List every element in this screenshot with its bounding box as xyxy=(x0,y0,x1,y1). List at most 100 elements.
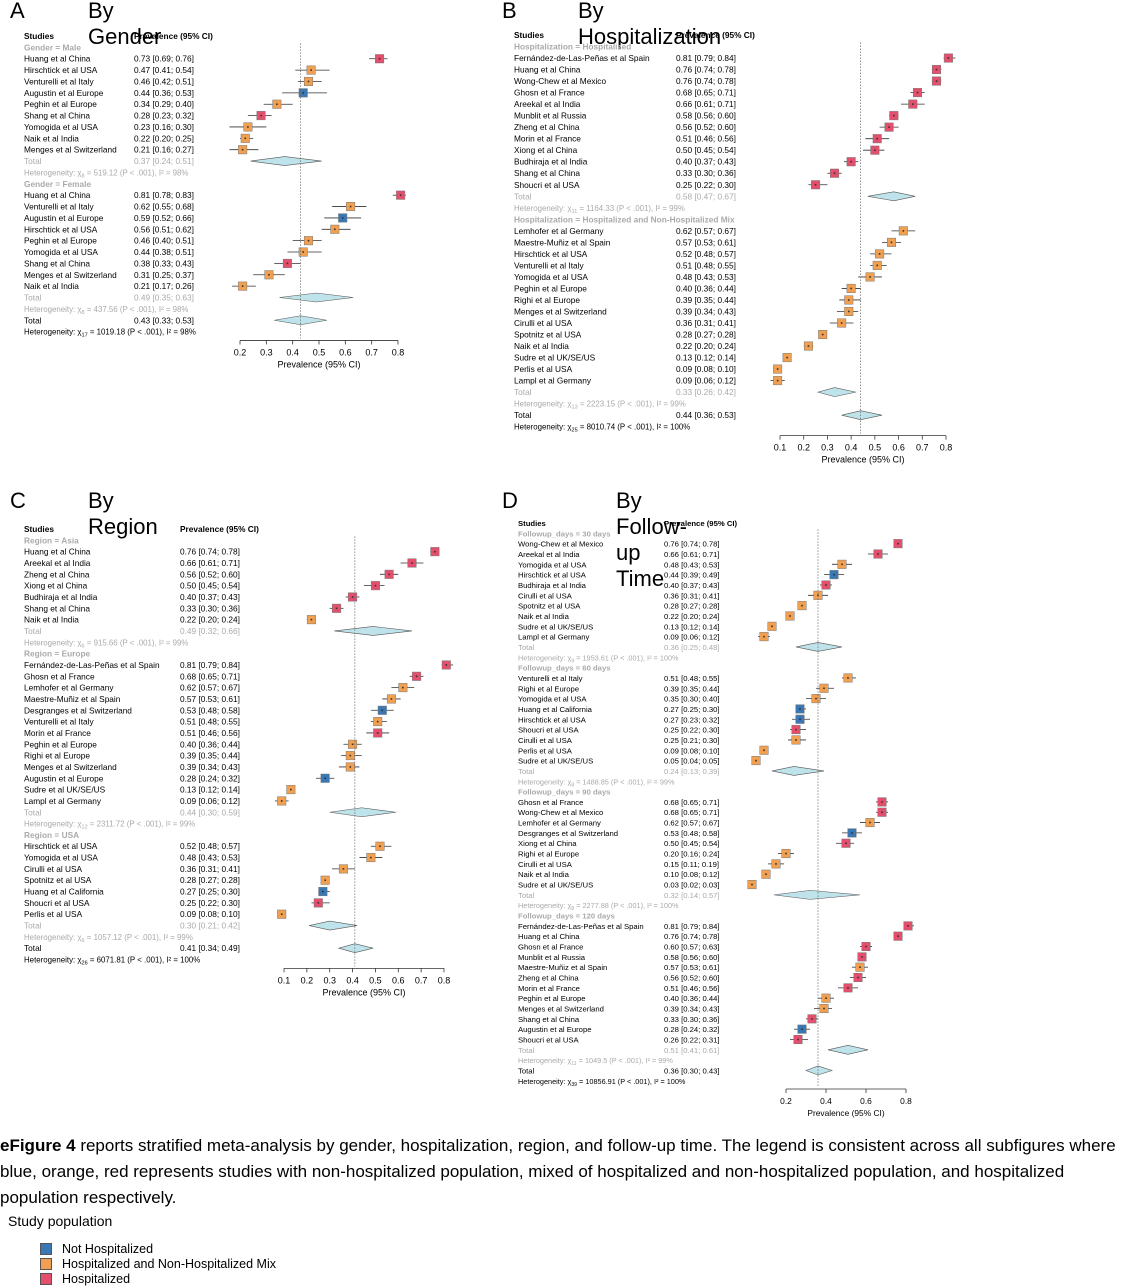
study-point xyxy=(845,842,847,845)
study-name: Peghin et al Europe xyxy=(518,994,586,1003)
x-tick-label: 0.4 xyxy=(845,443,858,453)
study-ci: 0.13 [0.12; 0.14] xyxy=(676,353,736,363)
study-name: Peghin et al Europe xyxy=(24,99,97,109)
study-ci: 0.31 [0.25; 0.37] xyxy=(134,270,194,280)
study-name: Shang et al China xyxy=(24,111,90,121)
x-tick-label: 0.4 xyxy=(286,347,299,357)
study-ci: 0.66 [0.61; 0.71] xyxy=(180,558,240,568)
study-ci: 0.36 [0.31; 0.41] xyxy=(676,318,736,328)
x-tick-label: 0.6 xyxy=(892,443,905,453)
column-header-studies: Studies xyxy=(518,519,546,528)
study-point xyxy=(378,57,381,60)
study-name: Augustin et al Europe xyxy=(24,88,104,98)
panel-a-title: By Gender xyxy=(88,0,162,49)
x-tick-label: 0.2 xyxy=(797,443,810,453)
study-point xyxy=(349,754,352,757)
study-ci: 0.58 [0.56; 0.60] xyxy=(664,953,720,962)
study-point xyxy=(881,811,883,814)
study-point xyxy=(322,890,324,893)
study-ci: 0.20 [0.16; 0.24] xyxy=(664,850,720,859)
study-name: Ghosn et al France xyxy=(24,671,95,681)
study-name: Menges et al Switzerland xyxy=(24,762,117,772)
study-name: Huang et al China xyxy=(514,65,581,75)
study-point xyxy=(795,728,797,731)
study-name: Huang et al China xyxy=(24,54,91,64)
study-point xyxy=(801,1028,803,1030)
study-name: Shoucri et al USA xyxy=(514,180,580,190)
study-point xyxy=(376,732,379,734)
study-point xyxy=(785,852,787,855)
study-point xyxy=(857,976,859,979)
subgroup-total-label: Total xyxy=(514,387,532,397)
study-point xyxy=(310,69,312,71)
study-ci: 0.52 [0.48; 0.57] xyxy=(676,249,736,259)
study-name: Yomogida et al USA xyxy=(518,695,587,704)
study-name: Lampl et al Germany xyxy=(514,376,592,386)
study-point xyxy=(947,57,950,59)
study-point xyxy=(302,92,304,94)
study-ci: 0.38 [0.33; 0.43] xyxy=(134,258,194,268)
study-ci: 0.81 [0.78; 0.83] xyxy=(134,190,194,200)
overall-heterogeneity: Heterogeneity: χ17 = 1019.18 (P < .001),… xyxy=(24,328,196,339)
study-ci: 0.25 [0.22; 0.30] xyxy=(664,726,720,735)
study-ci: 0.33 [0.30; 0.36] xyxy=(664,1015,720,1024)
subgroup-total-label: Total xyxy=(24,921,42,931)
study-point xyxy=(324,879,326,882)
study-ci: 0.27 [0.25; 0.30] xyxy=(664,705,720,714)
study-ci: 0.76 [0.74; 0.78] xyxy=(664,540,720,549)
subgroup-diamond xyxy=(771,766,825,776)
study-point xyxy=(890,241,893,244)
column-header-prevalence: Prevalence (95% CI) xyxy=(676,30,755,40)
study-ci: 0.13 [0.12; 0.14] xyxy=(664,622,720,631)
study-point xyxy=(388,573,390,576)
study-name: Shoucri et al USA xyxy=(518,726,580,735)
study-ci: 0.40 [0.37; 0.43] xyxy=(664,581,720,590)
study-point xyxy=(763,635,765,638)
study-name: Cirulli et al USA xyxy=(518,860,573,869)
study-name: Spotnitz et al USA xyxy=(514,330,582,340)
study-point xyxy=(411,562,413,564)
x-tick-label: 0.5 xyxy=(869,443,882,453)
x-tick-label: 0.6 xyxy=(392,975,405,985)
subgroup-total-label: Total xyxy=(24,293,42,303)
study-point xyxy=(381,709,384,712)
study-point xyxy=(307,80,310,83)
subgroup-label: Followup_days = 90 days xyxy=(518,788,611,797)
subgroup-heterogeneity: Heterogeneity: χ13 = 2223.15 (P < .001),… xyxy=(514,400,686,411)
study-point xyxy=(847,987,849,989)
study-name: Menges et al Switzerland xyxy=(24,145,117,155)
study-point xyxy=(755,759,757,762)
study-ci: 0.22 [0.20; 0.25] xyxy=(134,133,194,143)
subgroup-diamond xyxy=(250,156,322,166)
subgroup-heterogeneity: Heterogeneity: χ8 = 2277.88 (P < .001), … xyxy=(518,901,679,912)
study-point xyxy=(370,856,372,859)
study-ci: 0.76 [0.74; 0.78] xyxy=(180,547,240,557)
study-ci: 0.28 [0.24; 0.32] xyxy=(664,1025,720,1034)
subgroup-total-ci: 0.24 [0.13; 0.39] xyxy=(664,767,720,776)
study-point xyxy=(351,743,354,746)
study-name: Peghin et al Europe xyxy=(24,236,97,246)
subgroup-label: Followup_days = 120 days xyxy=(518,912,615,921)
study-name: Yomogida et al USA xyxy=(514,272,588,282)
study-ci: 0.58 [0.56; 0.60] xyxy=(676,111,736,121)
study-point xyxy=(241,285,244,287)
subgroup-diamond xyxy=(867,191,916,202)
study-name: Munblit et al Russia xyxy=(514,111,587,121)
study-point xyxy=(801,604,803,607)
study-ci: 0.81 [0.79; 0.84] xyxy=(676,53,736,63)
study-ci: 0.62 [0.57; 0.67] xyxy=(664,819,720,828)
study-point xyxy=(847,299,850,301)
x-tick-label: 0.5 xyxy=(313,347,326,357)
panel-d-title: By Follow-up Time xyxy=(616,488,687,591)
study-ci: 0.53 [0.48; 0.58] xyxy=(664,829,720,838)
study-ci: 0.44 [0.39; 0.49] xyxy=(664,571,720,580)
study-name: Menges et al Switzerland xyxy=(514,306,607,316)
study-ci: 0.56 [0.52; 0.60] xyxy=(180,569,240,579)
study-name: Righi et al Europe xyxy=(514,295,580,305)
study-name: Lemhofer et al Germany xyxy=(514,226,604,236)
study-ci: 0.10 [0.08; 0.12] xyxy=(664,870,720,879)
x-axis-label: Prevalence (95% CI) xyxy=(807,1108,884,1118)
subgroup-total-ci: 0.37 [0.24; 0.51] xyxy=(134,156,194,166)
study-ci: 0.68 [0.65; 0.71] xyxy=(664,798,720,807)
study-name: Zheng et al China xyxy=(514,122,580,132)
